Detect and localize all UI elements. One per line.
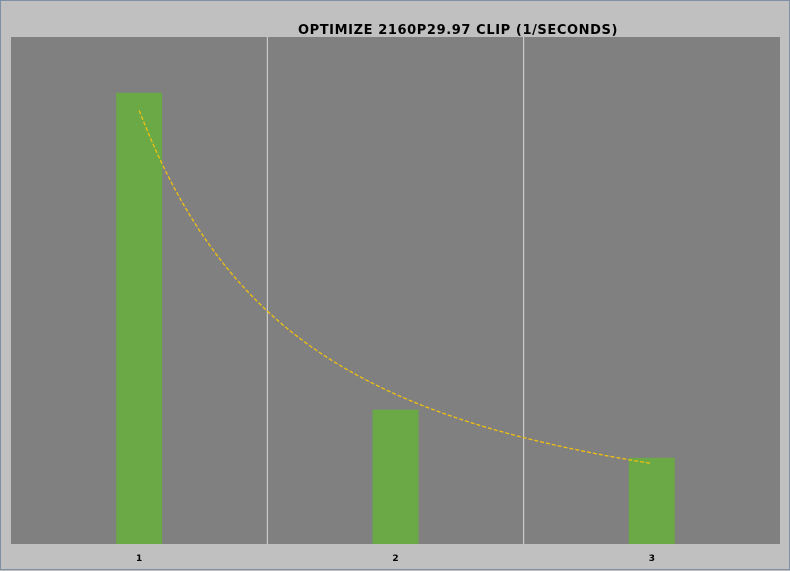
chart-title: OPTIMIZE 2160P29.97 CLIP (1/SECONDS) [298, 23, 618, 38]
x-tick-label-3: 3 [649, 554, 655, 564]
bar-1 [116, 92, 163, 545]
x-tick-label-1: 1 [136, 554, 142, 564]
x-tick-labels: 1 2 3 [136, 554, 655, 564]
category-separators [266, 37, 525, 544]
x-tick-label-2: 2 [392, 554, 398, 564]
bars [116, 92, 675, 545]
bar-3 [628, 457, 675, 544]
bar-2 [372, 409, 419, 544]
trendline [138, 110, 652, 465]
